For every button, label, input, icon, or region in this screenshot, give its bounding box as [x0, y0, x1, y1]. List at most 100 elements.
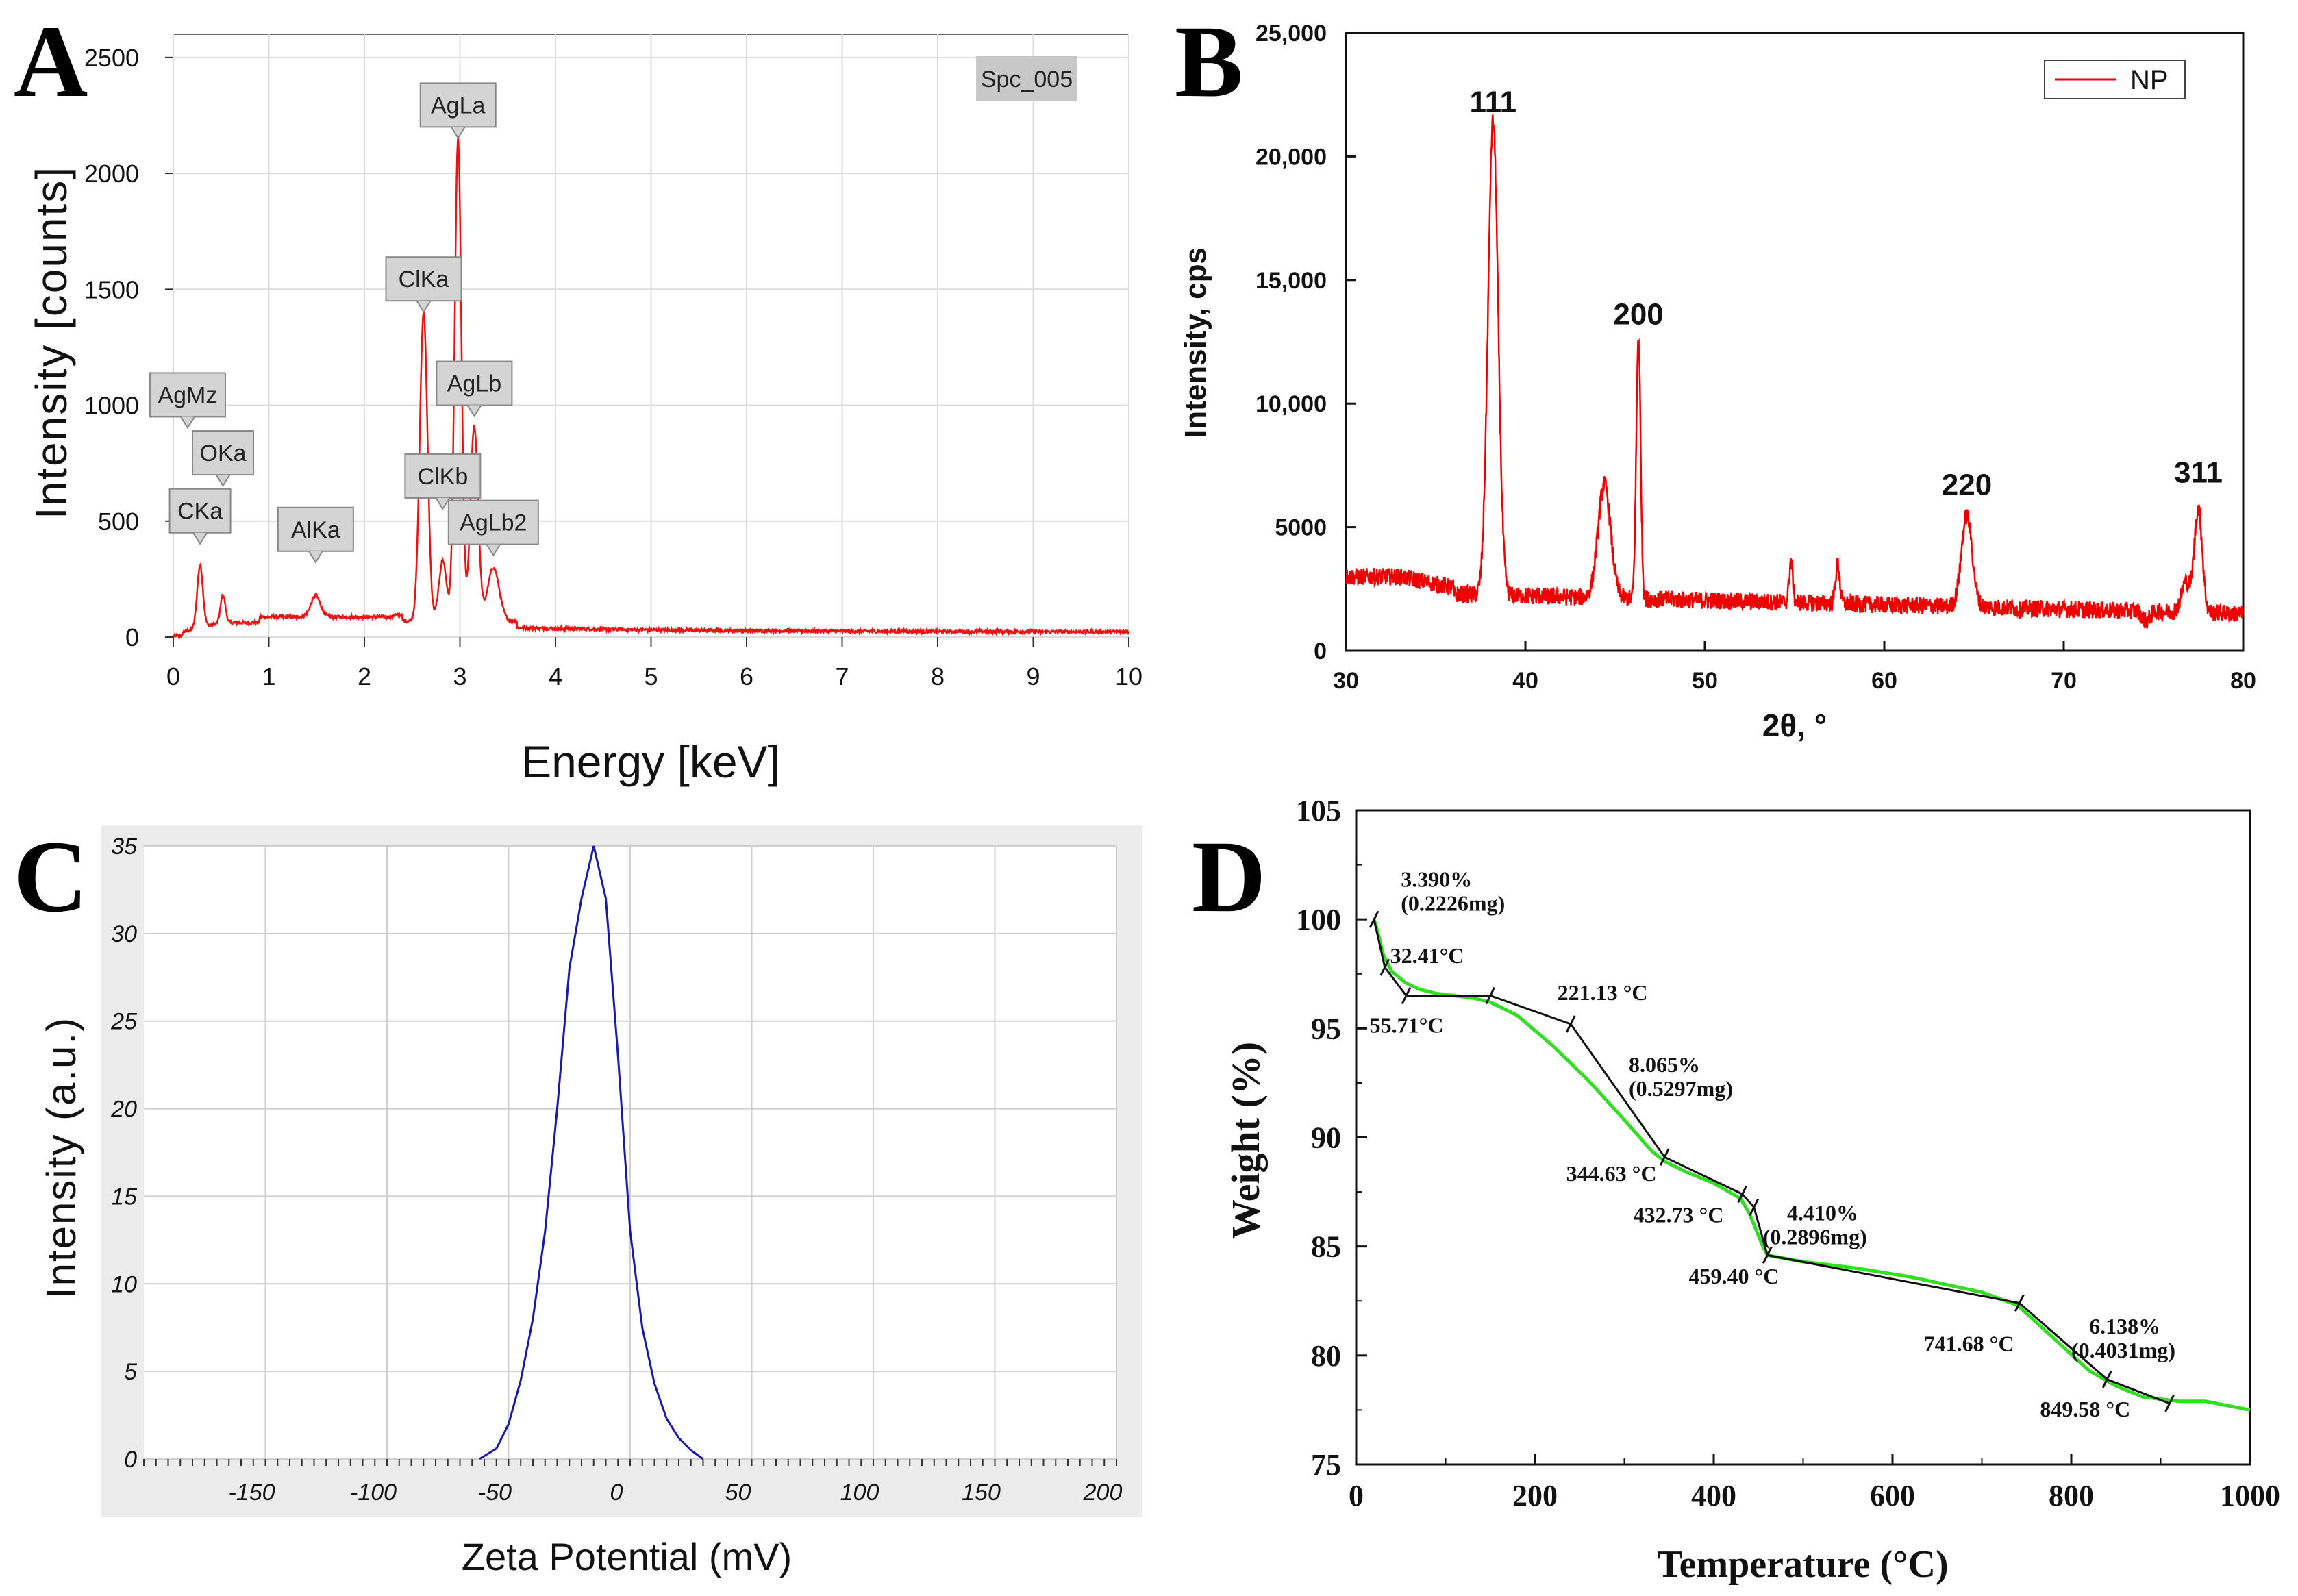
panel-b-ytick-label: 15,000 [1256, 268, 1327, 294]
panel-c-ytick-label: 35 [111, 834, 137, 860]
panel-c-xtick-label: -50 [478, 1480, 512, 1506]
panel-b-legend: NP [2044, 60, 2186, 99]
panel-b-ticks: 30 40 50 60 70 80 0 5000 10,000 15,000 20,000 25,00… [1256, 21, 2256, 694]
panel-d-y-axis-label: Weight (%) [1223, 1042, 1268, 1239]
panel-d-annotation: 221.13 °C [1558, 980, 1648, 1005]
panel-d-tangent-marker [1485, 986, 1496, 1005]
panel-a-ytick-label: 500 [98, 508, 139, 536]
panel-d-weight-curve [1372, 919, 2251, 1412]
panel-a-xtick-label: 1 [262, 662, 275, 690]
panel-d-xtick-label: 200 [1512, 1479, 1558, 1512]
panel-d-tangent-marker [1369, 910, 1379, 928]
panel-c-distribution-line [479, 845, 704, 1460]
panel-b-ytick-label: 0 [1314, 638, 1327, 664]
panel-a-peak-label-text: AgLb2 [460, 510, 527, 536]
panel-a-peak-label: AgMz [149, 372, 226, 429]
panel-d-annotations: 3.390%(0.2226mg) 32.41°C 55.71°C 221.13 °C 8… [1369, 866, 2175, 1421]
panel-a-ytick-label: 2000 [84, 160, 139, 188]
panel-d-ytick-label: 105 [1296, 794, 1341, 827]
panel-d-annotation: (0.2226mg) [1401, 890, 1505, 915]
panel-a-peak-label-text: AlKa [291, 517, 340, 543]
panel-letter-b: B [1175, 5, 1243, 119]
panel-b-xtick-label: 80 [2230, 668, 2256, 694]
panel-a-peak-label: AgLb [436, 360, 513, 418]
panel-a-xtick-label: 8 [931, 662, 945, 690]
panel-b-xtick-label: 40 [1512, 668, 1538, 694]
panel-a-xtick-label: 5 [644, 662, 658, 690]
panel-a-peak-label-text: ClKa [399, 266, 449, 292]
panel-a-xtick-label: 2 [358, 662, 371, 690]
panel-d-ytick-label: 80 [1311, 1339, 1341, 1373]
panel-d-xtick-label: 600 [1870, 1479, 1915, 1512]
panel-a-xtick-label: 6 [740, 662, 753, 690]
panel-d-x-axis-label: Temperature (°C) [1657, 1543, 1948, 1586]
panel-d-tangent-lines [1373, 919, 2171, 1405]
panel-d-annotation: (0.5297mg) [1629, 1076, 1733, 1101]
panel-d-tga-curve: 0 200 400 600 800 1000 75 80 85 90 95 100 105 3.390%… [1223, 794, 2280, 1586]
panel-c-x-axis-label: Zeta Potential (mV) [462, 1535, 792, 1578]
panel-c-grid [144, 845, 1117, 1460]
panel-d-annotation: 459.40 °C [1688, 1264, 1779, 1288]
panel-b-peak-label: 200 [1613, 298, 1663, 332]
panel-d-annotation: 6.138% [2089, 1314, 2160, 1338]
panel-a-peak-label-text: AgLa [431, 92, 485, 119]
panel-b-legend-label: NP [2130, 65, 2169, 95]
panel-c-xtick-label: 50 [725, 1480, 751, 1506]
panel-d-tangent-marker [2164, 1395, 2175, 1412]
panel-a-xtick-label: 3 [453, 662, 466, 690]
panel-a-peak-label-text: OKa [200, 440, 247, 466]
panel-c-xtick-label: -100 [350, 1480, 397, 1506]
panel-a-ytick-label: 1500 [84, 275, 139, 303]
panel-a-ytick-label: 1000 [84, 392, 139, 420]
panel-d-annotation: 4.410% [1787, 1200, 1858, 1225]
panel-b-x-axis-label: 2θ, ° [1762, 708, 1827, 743]
panel-a-peak-label: ClKb [404, 453, 482, 510]
panel-a-xtick-label: 4 [549, 662, 562, 690]
panel-a-peak-label-text: AgLb [447, 371, 501, 397]
panel-d-tangent-marker [1379, 958, 1390, 976]
panel-c-xtick-label: 0 [610, 1480, 623, 1506]
panel-a-peak-label: AgLa [419, 82, 497, 140]
panel-a-peak-label: ClKa [385, 256, 462, 314]
panel-a-spectrum-line [172, 137, 1130, 640]
panel-a-x-axis-label: Energy [keV] [521, 736, 780, 787]
panel-b-y-axis-label: Intensity, cps [1179, 247, 1212, 438]
panel-d-xtick-label: 800 [2049, 1479, 2094, 1512]
panel-b-xtick-label: 30 [1333, 668, 1359, 694]
panel-a-peak-label: OKa [192, 430, 255, 487]
panel-d-annotation: 32.41°C [1390, 943, 1464, 968]
panel-d-annotation: 344.63 °C [1566, 1161, 1657, 1186]
panel-b-ytick-label: 5000 [1275, 515, 1327, 541]
panel-a-peak-label: AlKa [277, 506, 354, 564]
panel-b-xtick-label: 70 [2051, 668, 2077, 694]
panel-c-ytick-label: 20 [110, 1097, 137, 1123]
panel-b-peak-label: 111 [1470, 85, 1517, 119]
panel-b-peak-labels: 111 200 220 311 [1470, 85, 2223, 501]
panel-a-badge-text: Spc_005 [981, 66, 1073, 92]
panel-b-peak-label: 220 [1942, 469, 1992, 502]
panel-b-ytick-label: 25,000 [1256, 21, 1327, 47]
panel-d-annotation: 432.73 °C [1634, 1203, 1724, 1227]
panel-d-ytick-label: 100 [1296, 903, 1341, 936]
panel-d-tangent-marker [1565, 1015, 1576, 1033]
panel-a-ticks: 0 1 2 3 4 5 6 7 8 9 10 0 500 1000 1500 2000 2500 [84, 44, 1142, 690]
panel-a-peak-label: CKa [168, 488, 232, 545]
panel-d-annotation: 8.065% [1629, 1052, 1700, 1077]
panel-b-xtick-label: 60 [1871, 668, 1897, 694]
panel-b-plot-area [1345, 32, 2245, 652]
panel-letter-c: C [14, 820, 88, 934]
panel-d-xtick-label: 1000 [2220, 1479, 2280, 1512]
panel-d-tangent-marker [1762, 1246, 1773, 1264]
panel-c-xtick-label: 150 [962, 1480, 1001, 1506]
panel-d-xtick-label: 400 [1691, 1479, 1736, 1512]
panel-a-xtick-label: 7 [835, 662, 849, 690]
panel-a-xtick-label: 0 [166, 662, 180, 690]
panel-b-peak-label: 311 [2174, 456, 2223, 490]
panel-letter-d: D [1192, 820, 1266, 934]
panel-c-zeta-potential: -150 -100 -50 0 50 100 150 200 0 5 10 15 20 25 30 35 Ze… [38, 825, 1142, 1578]
panel-c-xtick-label: -150 [228, 1480, 275, 1506]
panel-d-annotation: 849.58 °C [2040, 1397, 2130, 1421]
panel-c-xtick-label: 100 [840, 1480, 879, 1506]
panel-a-peak-label-text: ClKb [418, 464, 469, 490]
